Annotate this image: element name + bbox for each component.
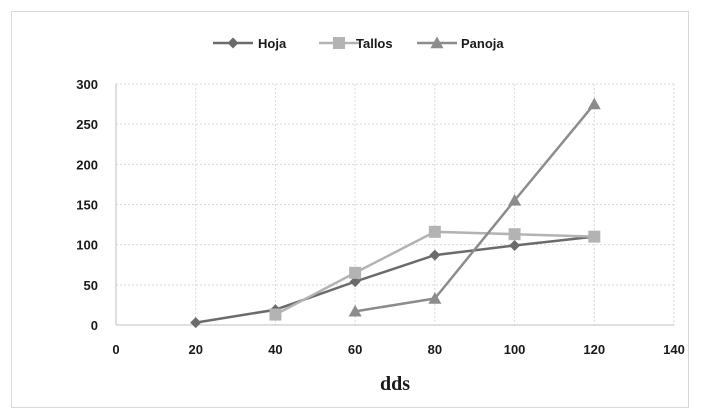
data-point-tallos xyxy=(269,308,282,321)
legend-label-panoja: Panoja xyxy=(461,36,504,51)
data-point-hoja xyxy=(190,317,202,329)
x-tick-label: 140 xyxy=(663,342,685,357)
y-tick-label: 50 xyxy=(84,278,98,293)
x-tick-label: 80 xyxy=(428,342,442,357)
tick-labels: 0 50 100 150 200 250 300 0 20 40 60 80 100 120 140 xyxy=(76,77,685,357)
x-tick-label: 20 xyxy=(188,342,202,357)
data-point-tallos xyxy=(508,228,521,241)
legend-label-hoja: Hoja xyxy=(258,36,287,51)
x-tick-label: 40 xyxy=(268,342,282,357)
x-tick-label: 60 xyxy=(348,342,362,357)
data-point-panoja xyxy=(428,291,442,304)
y-tick-label: 300 xyxy=(76,77,98,92)
legend-marker-hoja xyxy=(227,37,239,49)
data-point-panoja xyxy=(508,193,522,206)
x-tick-label: 0 xyxy=(112,342,119,357)
series-line-hoja xyxy=(195,235,595,324)
series-line-panoja xyxy=(354,103,596,313)
data-point-tallos xyxy=(349,266,362,279)
data-point-panoja xyxy=(348,304,362,317)
data-point-hoja xyxy=(429,249,441,261)
legend: Hoja Tallos Panoja xyxy=(213,36,504,51)
x-axis-title: dds xyxy=(380,373,410,395)
x-tick-label: 120 xyxy=(583,342,605,357)
x-tick-label: 100 xyxy=(504,342,526,357)
y-tick-label: 0 xyxy=(91,318,98,333)
y-tick-label: 100 xyxy=(76,238,98,253)
data-point-tallos xyxy=(588,230,601,243)
axes xyxy=(115,84,674,326)
series-layer xyxy=(190,97,601,329)
legend-label-tallos: Tallos xyxy=(356,36,393,51)
legend-marker-tallos xyxy=(333,37,345,49)
y-tick-label: 250 xyxy=(76,117,98,132)
data-point-panoja xyxy=(587,97,601,110)
data-point-hoja xyxy=(349,276,361,288)
data-point-tallos xyxy=(428,225,441,238)
data-point-hoja xyxy=(509,239,521,251)
y-tick-label: 200 xyxy=(76,157,98,172)
legend-marker-panoja xyxy=(430,36,444,49)
chart-area xyxy=(11,11,689,408)
y-tick-label: 150 xyxy=(76,198,98,213)
grid xyxy=(116,83,675,325)
